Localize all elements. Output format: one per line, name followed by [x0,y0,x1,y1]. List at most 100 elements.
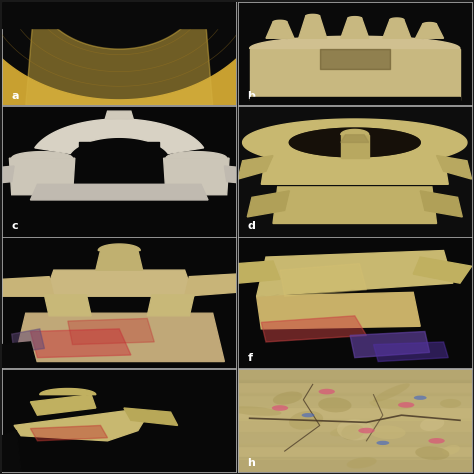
Polygon shape [26,0,213,105]
Polygon shape [12,152,73,158]
Polygon shape [2,2,236,28]
Polygon shape [250,48,460,100]
Ellipse shape [337,419,374,440]
Polygon shape [273,20,287,22]
Polygon shape [238,432,472,446]
Text: d: d [247,221,255,231]
Polygon shape [2,342,37,368]
Polygon shape [35,119,204,154]
Polygon shape [350,331,429,357]
Polygon shape [306,14,320,16]
Polygon shape [273,187,437,223]
Polygon shape [238,380,472,395]
Polygon shape [124,408,178,426]
Ellipse shape [273,392,302,405]
Ellipse shape [420,417,444,431]
Polygon shape [341,18,369,38]
Ellipse shape [341,424,365,440]
Ellipse shape [289,411,323,430]
Polygon shape [266,22,294,38]
Ellipse shape [346,457,377,468]
Polygon shape [0,0,271,105]
Ellipse shape [330,426,358,436]
Polygon shape [238,457,472,472]
Polygon shape [12,329,45,352]
Polygon shape [68,319,154,345]
Ellipse shape [376,441,389,445]
Text: c: c [12,221,18,231]
Polygon shape [413,257,472,283]
Text: b: b [247,91,255,101]
Polygon shape [280,264,366,296]
Polygon shape [30,395,96,415]
Ellipse shape [301,413,314,417]
Text: e: e [12,353,19,363]
Ellipse shape [228,406,282,416]
Polygon shape [105,111,133,119]
Polygon shape [30,329,131,357]
Polygon shape [247,191,289,217]
Ellipse shape [318,397,352,412]
Polygon shape [250,36,460,48]
Polygon shape [224,166,255,184]
Ellipse shape [80,140,159,176]
Polygon shape [96,251,143,270]
Polygon shape [30,426,108,441]
Polygon shape [45,270,194,296]
Polygon shape [261,316,366,342]
Polygon shape [238,155,273,179]
Polygon shape [30,184,208,200]
Polygon shape [2,277,54,296]
Polygon shape [348,17,362,18]
Polygon shape [9,158,75,195]
Polygon shape [238,261,280,283]
Polygon shape [256,292,420,329]
Text: h: h [247,457,255,467]
Ellipse shape [442,445,460,455]
Polygon shape [383,20,411,38]
Polygon shape [238,406,472,420]
Ellipse shape [272,405,288,411]
Polygon shape [341,129,369,135]
Polygon shape [422,23,437,24]
Polygon shape [0,166,14,184]
Polygon shape [147,295,194,316]
Ellipse shape [440,399,461,408]
Polygon shape [416,24,444,38]
Polygon shape [185,274,236,296]
Ellipse shape [374,383,410,402]
Polygon shape [238,419,472,433]
Polygon shape [256,251,453,296]
Polygon shape [2,430,21,472]
Polygon shape [374,342,448,362]
Polygon shape [2,200,236,237]
Polygon shape [420,191,462,217]
Polygon shape [238,393,472,408]
Text: a: a [12,91,19,101]
Polygon shape [98,244,140,251]
Polygon shape [341,135,369,158]
Ellipse shape [428,438,445,444]
Polygon shape [289,128,420,157]
Ellipse shape [415,447,449,460]
Polygon shape [290,128,420,157]
Polygon shape [390,18,404,20]
Polygon shape [261,155,448,184]
Polygon shape [166,152,227,158]
Polygon shape [238,445,472,459]
Polygon shape [238,367,472,382]
Polygon shape [40,389,96,395]
Ellipse shape [370,399,413,410]
Polygon shape [14,410,147,441]
Polygon shape [341,135,369,143]
Ellipse shape [319,389,335,394]
Polygon shape [45,295,91,316]
Ellipse shape [358,428,374,433]
Polygon shape [164,158,229,195]
Text: f: f [247,353,252,363]
Text: g: g [12,457,19,467]
Polygon shape [250,97,460,105]
Polygon shape [299,16,327,38]
Ellipse shape [398,402,414,408]
Polygon shape [14,313,224,362]
